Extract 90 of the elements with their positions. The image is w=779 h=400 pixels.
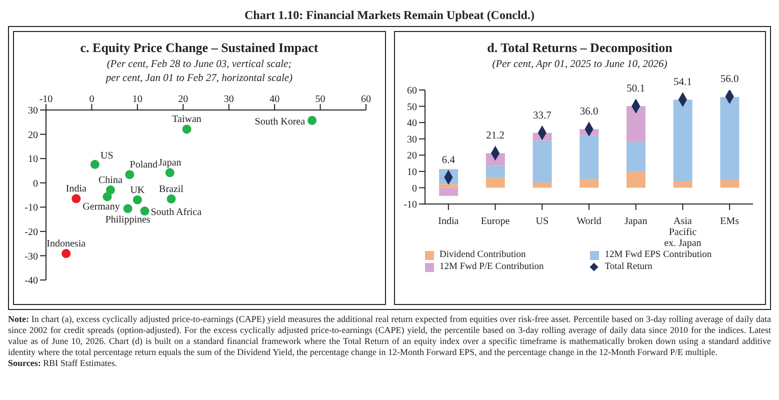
annotation: Brazil (159, 184, 184, 195)
point (308, 116, 317, 125)
point (165, 168, 174, 178)
bar (485, 178, 504, 188)
legend-label: 12M Fwd P/E Contribution (440, 262, 544, 272)
y-tick-label: 10 (406, 166, 416, 178)
caption: Chart 1.10: Financial Markets Remain Upbeat (Concld.) (244, 8, 536, 24)
data-label: 6.4 (441, 154, 456, 166)
annotation: UK (130, 184, 146, 196)
x-tick-label: Japan (624, 216, 647, 227)
bar (579, 135, 598, 179)
data-label: 56.0 (720, 74, 738, 85)
point (72, 194, 81, 204)
bar (626, 142, 645, 172)
point (90, 160, 100, 169)
bar (626, 106, 645, 142)
point (102, 192, 112, 202)
x-tick-label: 0 (89, 94, 94, 105)
x-tick-label: EMs (720, 216, 739, 227)
annotation: Germany (82, 202, 120, 213)
point (106, 185, 115, 194)
bar (532, 182, 552, 188)
legend-label: Total Return (604, 262, 652, 272)
annotation: Poland (130, 160, 158, 171)
bar (532, 140, 552, 183)
bar (672, 100, 692, 182)
x-tick-label: India (438, 216, 459, 227)
y-tick-label: -40 (24, 276, 38, 287)
point (62, 249, 71, 258)
y-tick-label: -10 (403, 200, 416, 211)
point (182, 124, 192, 134)
data-label: 54.1 (673, 77, 692, 88)
bar (720, 180, 739, 188)
annotation: Philippines (105, 214, 150, 226)
annotation: Indonesia (46, 238, 86, 250)
bar (485, 166, 504, 178)
bar (672, 181, 692, 188)
data-label: 33.7 (532, 110, 551, 122)
chart-subtitle: (Per cent, Feb 28 to June 03, vertical scale; per cent, Jan 01 to Feb 27, horizontal scale) (104, 58, 294, 86)
legend-label: Dividend Contribution (440, 250, 526, 260)
annotation: Taiwan (172, 114, 202, 126)
y-tick-label: -10 (24, 202, 38, 214)
y-tick-label: 30 (406, 134, 416, 146)
data-label: 36.0 (579, 106, 598, 118)
bar (579, 178, 598, 188)
x-tick-label: 50 (315, 94, 326, 105)
point (140, 206, 150, 216)
y-tick-label: 20 (28, 130, 38, 141)
chart-title: c. Equity Price Change – Sustained Impact (79, 40, 320, 56)
bar (438, 184, 458, 188)
y-tick-label: -30 (24, 251, 38, 262)
y-tick-label: 0 (412, 183, 416, 194)
x-tick-label: US (535, 216, 548, 227)
y-tick-label: 0 (33, 178, 38, 190)
bar (720, 97, 739, 180)
annotation: South Africa (150, 207, 202, 218)
y-tick-label: 50 (406, 102, 416, 113)
point (132, 195, 142, 204)
annotation: South Korea (254, 116, 306, 128)
point (123, 204, 132, 214)
y-tick-label: -20 (24, 226, 38, 238)
x-tick-label: 20 (178, 94, 188, 105)
source-note: Sources: RBI Staff Estimates. (8, 358, 118, 369)
x-tick-label: 60 (361, 94, 371, 105)
point (125, 170, 134, 180)
y-tick-label: 40 (406, 118, 416, 130)
x-tick-label: Asia Pacific ex. Japan (664, 216, 701, 249)
legend-label: 12M Fwd EPS Contribution (604, 250, 712, 260)
x-tick-label: Europe (480, 216, 510, 227)
annotation: Japan (158, 158, 182, 169)
data-label: 50.1 (626, 84, 645, 95)
x-tick-label: -10 (39, 94, 53, 105)
point (166, 194, 176, 204)
y-tick-label: 60 (406, 86, 416, 97)
chart-subtitle: (Per cent, Apr 01, 2025 to June 10, 2026) (491, 58, 668, 72)
y-tick-label: 20 (406, 150, 416, 162)
y-tick-label: 10 (28, 154, 38, 166)
bar (438, 188, 458, 196)
annotation: China (98, 174, 123, 186)
annotation: India (66, 184, 88, 195)
x-tick-label: 40 (270, 94, 280, 105)
y-tick-label: 30 (28, 106, 38, 117)
data-label: 21.2 (486, 130, 504, 142)
x-tick-label: 10 (132, 94, 142, 105)
x-tick-label: 30 (224, 94, 234, 105)
x-tick-label: World (576, 216, 601, 227)
chart-title: d. Total Returns – Decomposition (486, 40, 674, 56)
annotation: US (100, 150, 114, 162)
text: Note: In chart (a), excess cyclically adjusted price-to-earnings (CAPE) yield measures the additional real return expected from equities over risk-free asset. Percentile based on 3-day rolling average of daily data since 2002 for credit spreads (option-adjusted). For the excess cyclically adjusted price-to-earnings (CAPE) yield, the percentile based on 3-day rolling average of daily data since 2010 for the indices. Latest value as of June 10, 2026. Chart (d) is built on a standard financial framework where the Total Return of an equity index over a specific timeframe is mathematically broken down using a standard additive identity where the total percentage return equals the sum of the Dividend Yield, the percentage change in 12-Month Forward EPS, and the percentage change in the 12-Month Forward P/E multiple. (8, 314, 771, 358)
bar (626, 172, 645, 188)
